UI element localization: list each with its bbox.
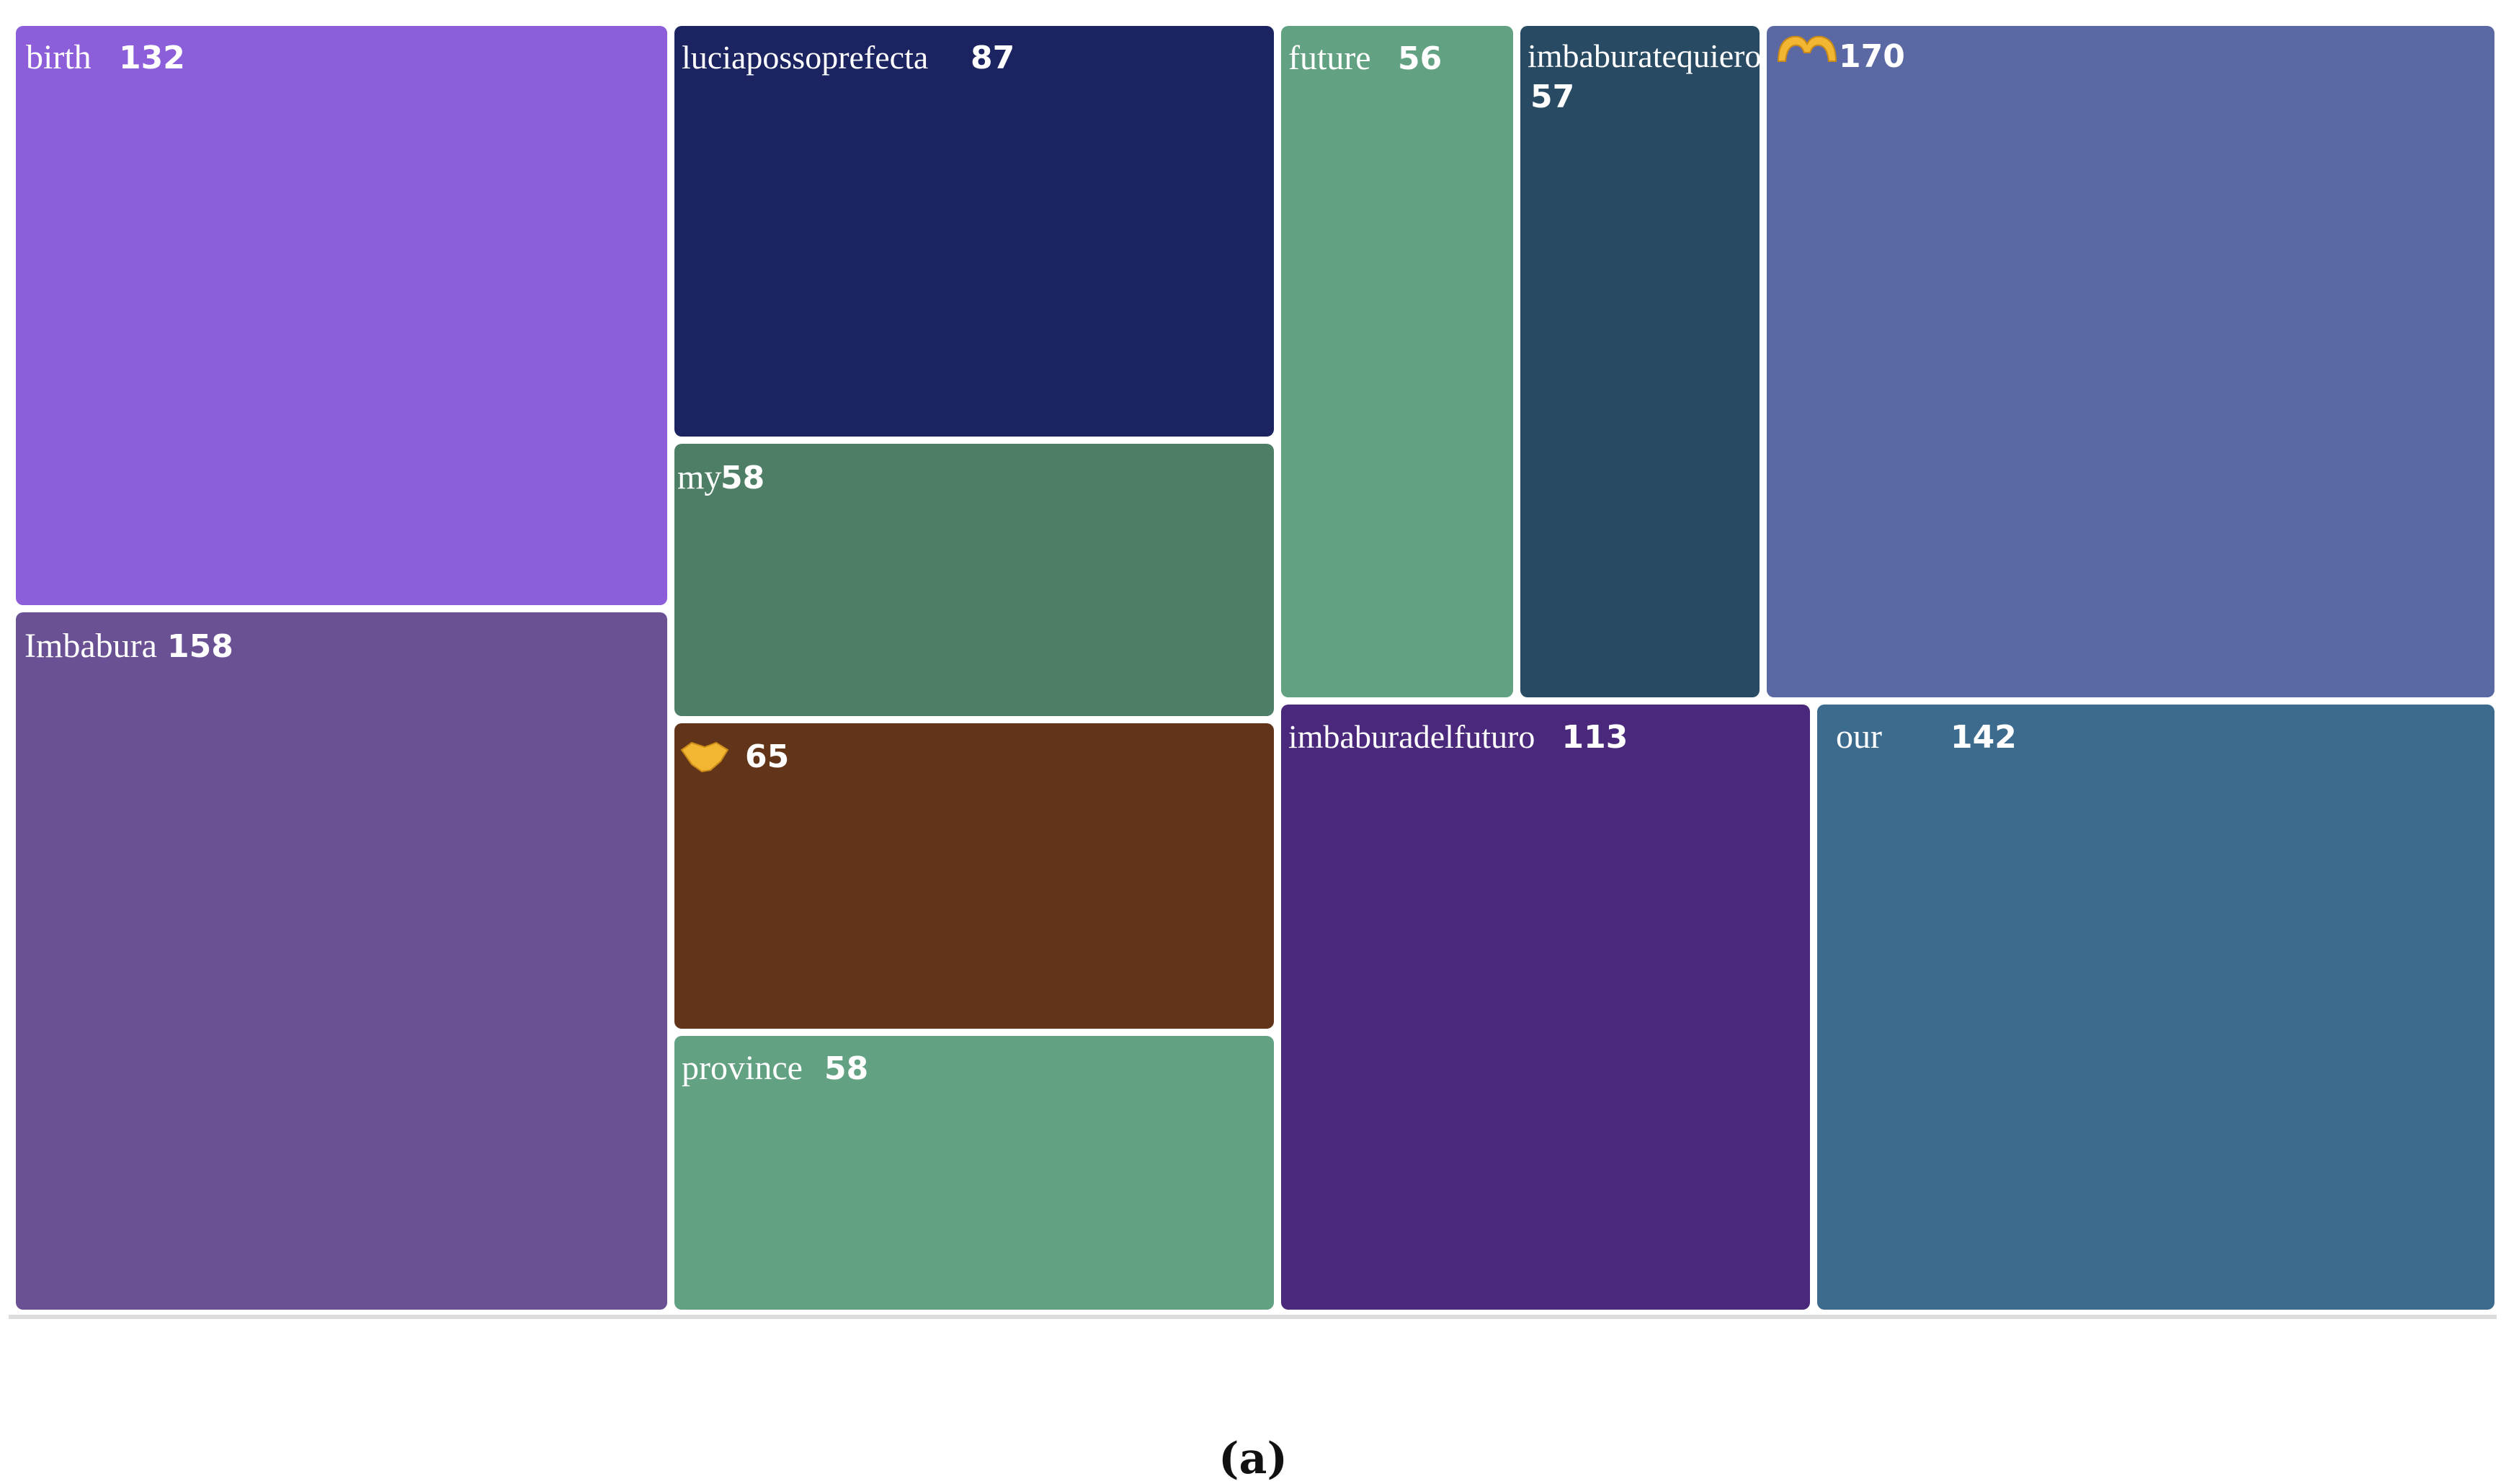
tile-value: 142 bbox=[1950, 719, 2017, 756]
tile-rect bbox=[674, 1036, 1274, 1310]
tile-label: my bbox=[677, 458, 721, 496]
tile-value: 113 bbox=[1562, 719, 1628, 756]
tile-rect bbox=[1817, 705, 2494, 1310]
tile-rect bbox=[1767, 26, 2494, 697]
tile-label: province bbox=[682, 1049, 803, 1087]
treemap-tile[interactable]: luciapossoprefecta 87 bbox=[674, 26, 1274, 437]
tile-value: 170 bbox=[1839, 38, 1905, 75]
treemap-chart: birth 132 Imbabura 158 luciapossoprefecta 87 m… bbox=[9, 26, 2497, 1319]
tile-label: luciapossoprefecta bbox=[682, 39, 928, 76]
treemap-tile[interactable]: 65 bbox=[674, 723, 1274, 1029]
tile-label: Imbabura bbox=[24, 627, 157, 665]
tile-rect bbox=[674, 26, 1274, 437]
treemap-tile[interactable]: imbaburadelfuturo 113 bbox=[1281, 705, 1810, 1310]
figure-caption: (a) bbox=[1218, 1434, 1288, 1484]
tile-rect bbox=[674, 444, 1274, 716]
tile-rect bbox=[16, 612, 667, 1310]
tile-label: imbaburatequiero bbox=[1528, 37, 1761, 74]
treemap-tile[interactable]: 170 bbox=[1767, 26, 2494, 697]
treemap-tile[interactable]: future 56 bbox=[1281, 26, 1513, 697]
tile-label: birth bbox=[26, 38, 92, 76]
tile-value: 58 bbox=[824, 1050, 868, 1087]
tile-value: 58 bbox=[721, 460, 764, 496]
tile-rect bbox=[1281, 26, 1513, 697]
treemap-tile[interactable]: Imbabura 158 bbox=[16, 612, 667, 1310]
handshake-icon bbox=[680, 741, 729, 773]
tile-label: imbaburadelfuturo bbox=[1288, 718, 1535, 755]
tile-value: 158 bbox=[167, 628, 233, 665]
tile-rect bbox=[16, 26, 667, 605]
tile-label: our bbox=[1836, 718, 1882, 756]
tile-value: 132 bbox=[119, 40, 185, 76]
tile-value: 56 bbox=[1398, 40, 1442, 77]
treemap-tile[interactable]: province 58 bbox=[674, 1036, 1274, 1310]
treemap-tile[interactable]: birth 132 bbox=[16, 26, 667, 605]
treemap-tile[interactable]: our 142 bbox=[1817, 705, 2494, 1310]
tile-value: 65 bbox=[745, 738, 789, 775]
tile-rect bbox=[1520, 26, 1760, 697]
tile-value: 57 bbox=[1530, 79, 1574, 115]
tile-label: future bbox=[1288, 39, 1371, 77]
tile-value: 87 bbox=[971, 40, 1015, 76]
raising-hands-icon bbox=[1777, 35, 1837, 62]
tile-rect bbox=[1281, 705, 1810, 1310]
treemap-tile[interactable]: imbaburatequiero 57 bbox=[1520, 26, 1761, 697]
tile-rect bbox=[674, 723, 1274, 1029]
